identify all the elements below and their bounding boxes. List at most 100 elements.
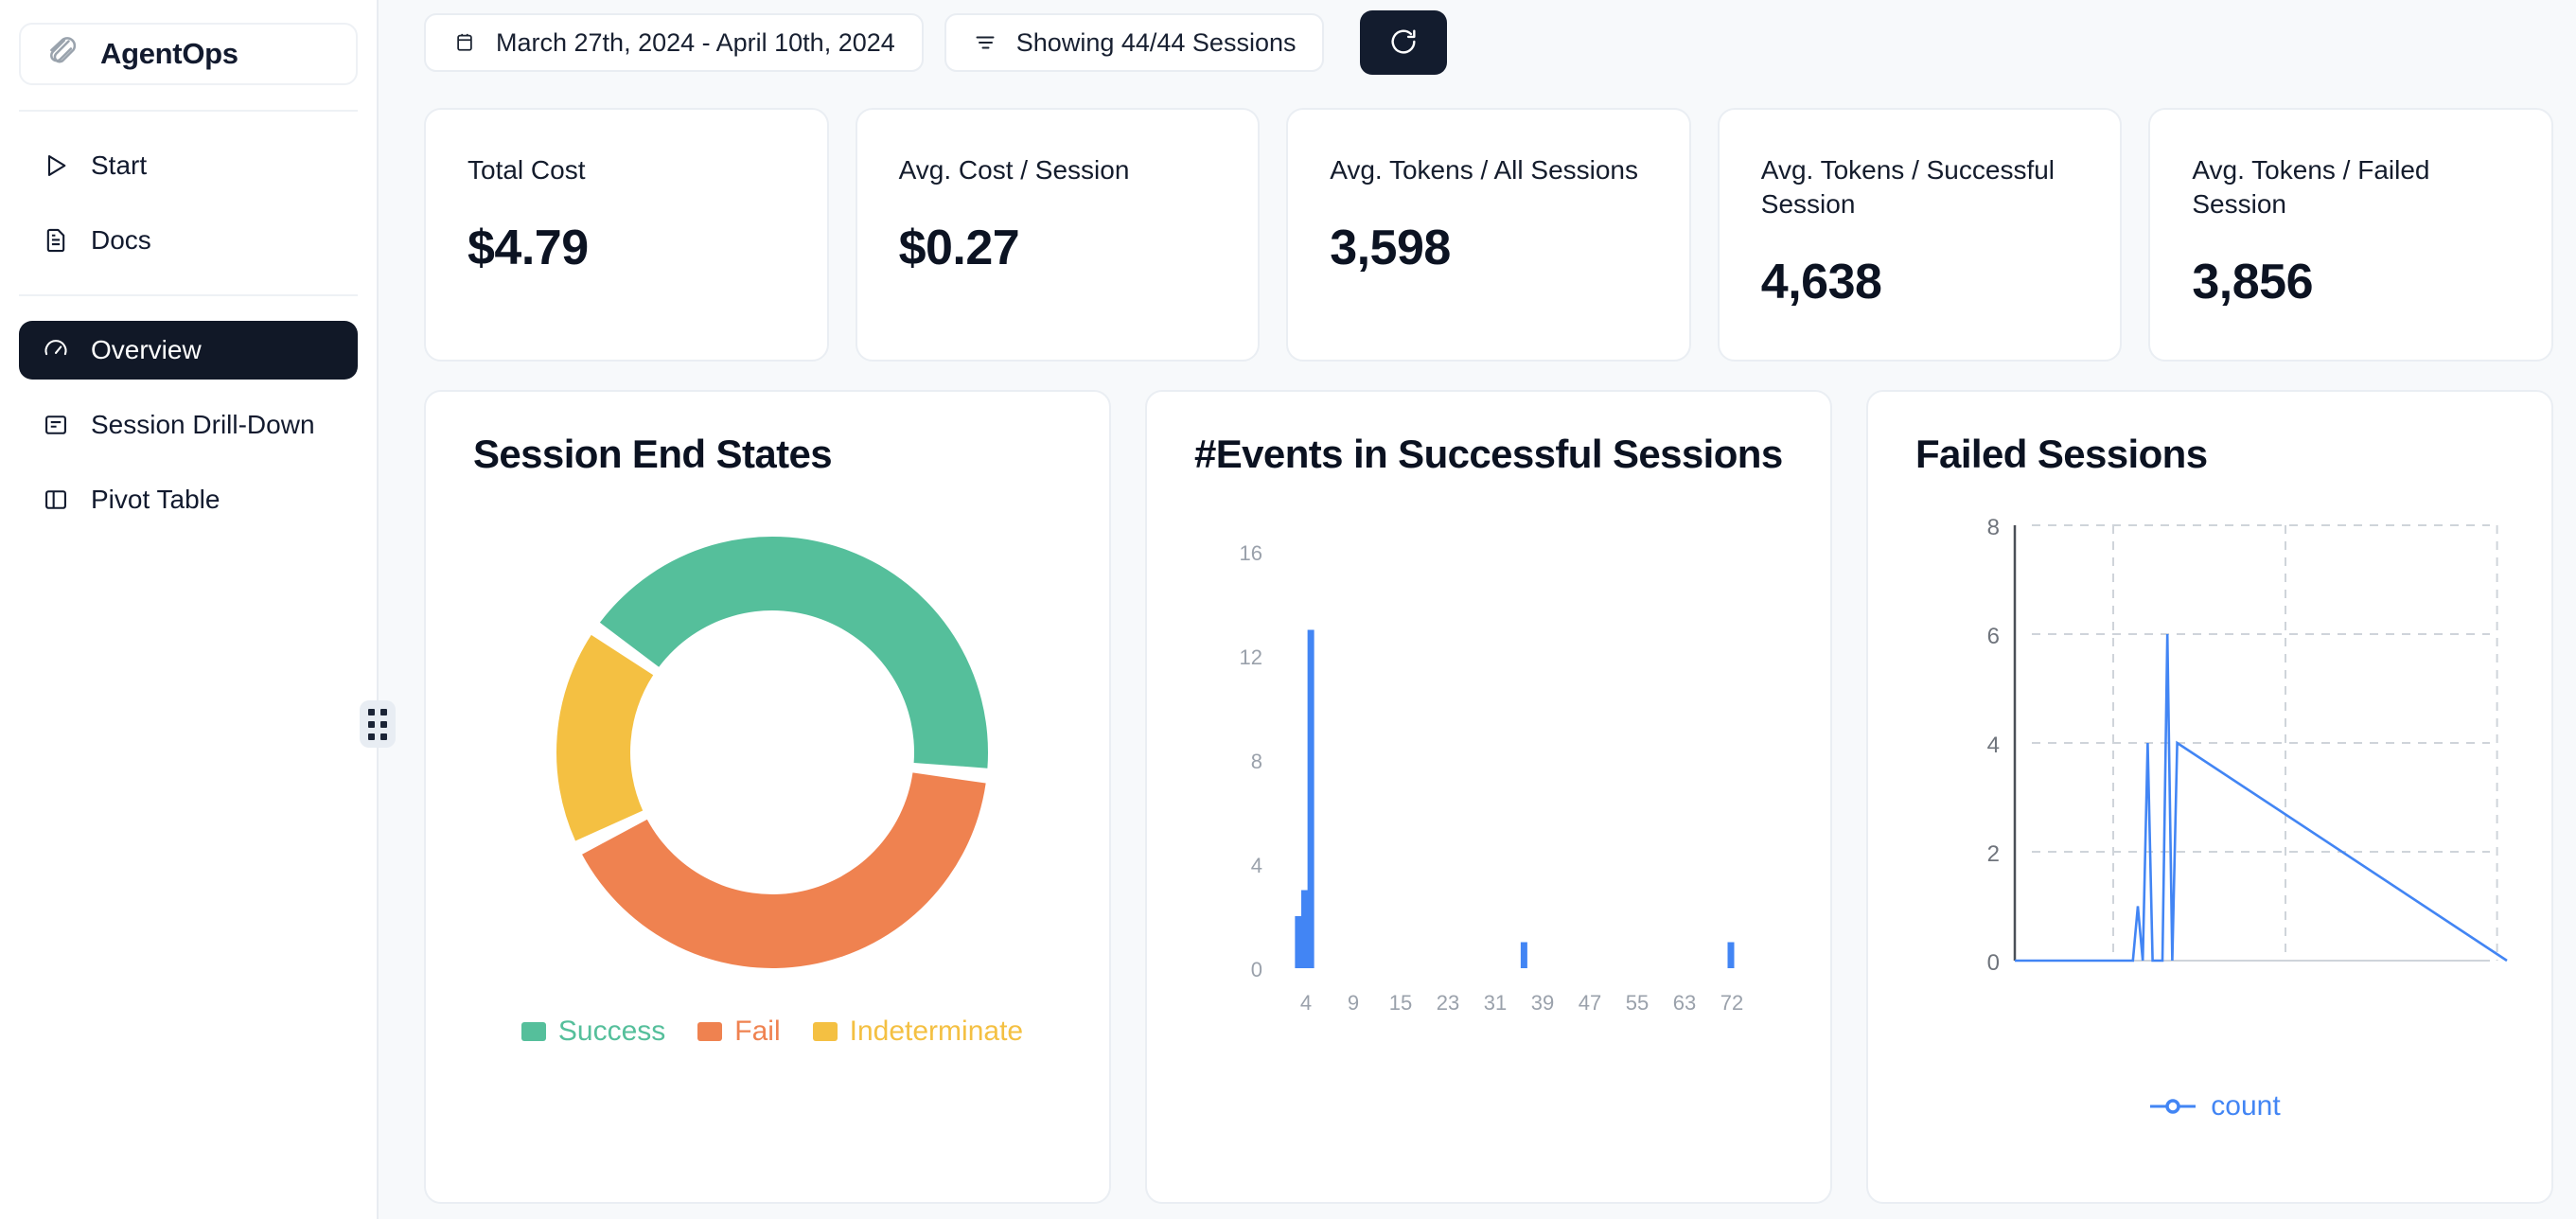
document-icon [42, 226, 70, 255]
donut-slice[interactable] [582, 772, 986, 968]
chart-panel-row: Session End States Success Fail [424, 390, 2553, 1204]
donut-svg [556, 536, 988, 968]
x-tick-label: 55 [1626, 991, 1649, 1015]
sidebar-item-label: Docs [91, 225, 151, 255]
stat-card-total-cost: Total Cost $4.79 [424, 108, 829, 362]
sidebar-resize-handle[interactable] [360, 700, 396, 748]
stat-card-row: Total Cost $4.79 Avg. Cost / Session $0.… [424, 108, 2553, 362]
stat-card-avg-tokens-failed-session: Avg. Tokens / Failed Session 3,856 [2148, 108, 2553, 362]
sidebar-divider-2 [19, 294, 358, 296]
legend-line-marker-icon [2150, 1098, 2197, 1114]
brand-name: AgentOps [100, 37, 238, 70]
stat-value: 4,638 [1760, 254, 1882, 309]
y-tick-label: 8 [1251, 750, 1262, 773]
x-tick-label: 9 [1348, 991, 1359, 1015]
sessions-filter-button[interactable]: Showing 44/44 Sessions [944, 13, 1325, 72]
legend-item-success[interactable]: Success [520, 1015, 666, 1048]
y-tick-label: 16 [1240, 541, 1262, 565]
gauge-icon [42, 336, 70, 364]
sidebar-item-session-drill-down[interactable]: Session Drill-Down [19, 396, 358, 454]
stat-label: Avg. Tokens / Successful Session [1760, 155, 2056, 219]
x-tick-label: 31 [1484, 991, 1507, 1015]
histogram-bar[interactable] [1295, 915, 1302, 968]
y-tick-label: 0 [1251, 958, 1262, 981]
legend-swatch [812, 1021, 838, 1041]
filter-icon [973, 30, 997, 55]
sidebar-item-start[interactable]: Start [19, 136, 358, 195]
histogram-bar[interactable] [1727, 942, 1735, 968]
donut-slice[interactable] [556, 634, 654, 841]
sidebar-item-overview[interactable]: Overview [19, 321, 358, 380]
panel-events-in-successful-sessions: #Events in Successful Sessions 0 4 8 12 16 4 9… [1145, 390, 1832, 1204]
donut-slice[interactable] [599, 536, 988, 768]
legend-label: Success [557, 1015, 666, 1047]
sidebar-item-pivot-table[interactable]: Pivot Table [19, 470, 358, 529]
histogram-bar[interactable] [1301, 890, 1308, 968]
list-box-icon [42, 411, 70, 439]
toolbar: March 27th, 2024 - April 10th, 2024 Show… [424, 0, 2553, 80]
sessions-filter-label: Showing 44/44 Sessions [1015, 27, 1297, 57]
stat-card-avg-tokens-all-sessions: Avg. Tokens / All Sessions 3,598 [1286, 108, 1691, 362]
line-legend[interactable]: count [1915, 1090, 2514, 1122]
sidebar-item-label: Pivot Table [91, 485, 221, 514]
x-tick-label: 72 [1720, 991, 1743, 1015]
stat-value: $4.79 [468, 220, 589, 275]
date-range-label: March 27th, 2024 - April 10th, 2024 [496, 27, 895, 57]
stat-label: Avg. Tokens / All Sessions [1330, 155, 1639, 185]
date-range-picker[interactable]: March 27th, 2024 - April 10th, 2024 [424, 13, 924, 72]
sidebar-item-label: Overview [91, 335, 202, 364]
refresh-icon [1387, 26, 1420, 61]
legend-label: Indeterminate [849, 1015, 1024, 1047]
sidebar-item-docs[interactable]: Docs [19, 211, 358, 270]
y-tick-label: 2 [1987, 841, 2000, 867]
legend-swatch [697, 1021, 723, 1041]
drag-dots-icon [368, 708, 387, 740]
histogram-bar[interactable] [1307, 629, 1314, 968]
stat-card-avg-tokens-successful-session: Avg. Tokens / Successful Session 4,638 [1717, 108, 2123, 362]
y-tick-label: 4 [1251, 854, 1262, 877]
x-tick-label: 23 [1437, 991, 1459, 1015]
stat-label: Avg. Cost / Session [898, 155, 1130, 185]
legend-item-indeterminate[interactable]: Indeterminate [812, 1015, 1024, 1048]
histogram-bar[interactable] [1520, 942, 1527, 968]
legend-label: count [2211, 1089, 2281, 1122]
y-tick-label: 8 [1987, 515, 2000, 540]
legend-swatch [520, 1021, 546, 1041]
brand-button[interactable]: AgentOps [19, 23, 358, 85]
calendar-icon [452, 30, 477, 55]
sidebar-group-primary: Start Docs [19, 136, 358, 270]
legend-item-fail[interactable]: Fail [697, 1015, 781, 1048]
y-tick-label: 6 [1987, 624, 2000, 649]
sidebar-item-label: Session Drill-Down [91, 410, 315, 439]
line-series-count[interactable] [2015, 633, 2508, 963]
donut-legend: Success Fail Indeterminate [473, 1016, 1071, 1048]
panel-title: Session End States [473, 432, 833, 476]
y-tick-label: 4 [1987, 733, 2000, 758]
y-tick-label: 0 [1987, 950, 2000, 976]
stat-value: 3,856 [2192, 254, 2314, 309]
main-content: March 27th, 2024 - April 10th, 2024 Show… [379, 0, 2576, 1219]
donut-chart [473, 506, 1071, 998]
panel-split-icon [42, 486, 70, 514]
legend-label: Fail [734, 1015, 781, 1047]
x-tick-label: 4 [1300, 991, 1312, 1015]
x-tick-label: 39 [1531, 991, 1554, 1015]
play-icon [42, 151, 70, 180]
x-tick-label: 63 [1673, 991, 1696, 1015]
sidebar-divider-1 [19, 110, 358, 112]
sidebar-item-label: Start [91, 150, 148, 180]
paperclip-logo-icon [45, 36, 81, 72]
events-histogram-svg: 0 4 8 12 16 4 9 15 23 31 39 47 55 63 72 [1240, 541, 1744, 1015]
panel-title: #Events in Successful Sessions [1194, 432, 1783, 476]
y-tick-label: 12 [1240, 645, 1262, 669]
failed-sessions-svg: 0 2 4 6 8 [1987, 515, 2508, 976]
refresh-button[interactable] [1360, 10, 1448, 75]
sidebar-group-secondary: Overview Session Drill-Down [19, 321, 358, 529]
stat-card-avg-cost-session: Avg. Cost / Session $0.27 [855, 108, 1261, 362]
stat-value: $0.27 [898, 220, 1020, 275]
sidebar: AgentOps Start Docs [0, 0, 396, 1219]
x-tick-label: 15 [1389, 991, 1412, 1015]
panel-session-end-states: Session End States Success Fail [424, 390, 1111, 1204]
x-tick-label: 47 [1579, 991, 1601, 1015]
